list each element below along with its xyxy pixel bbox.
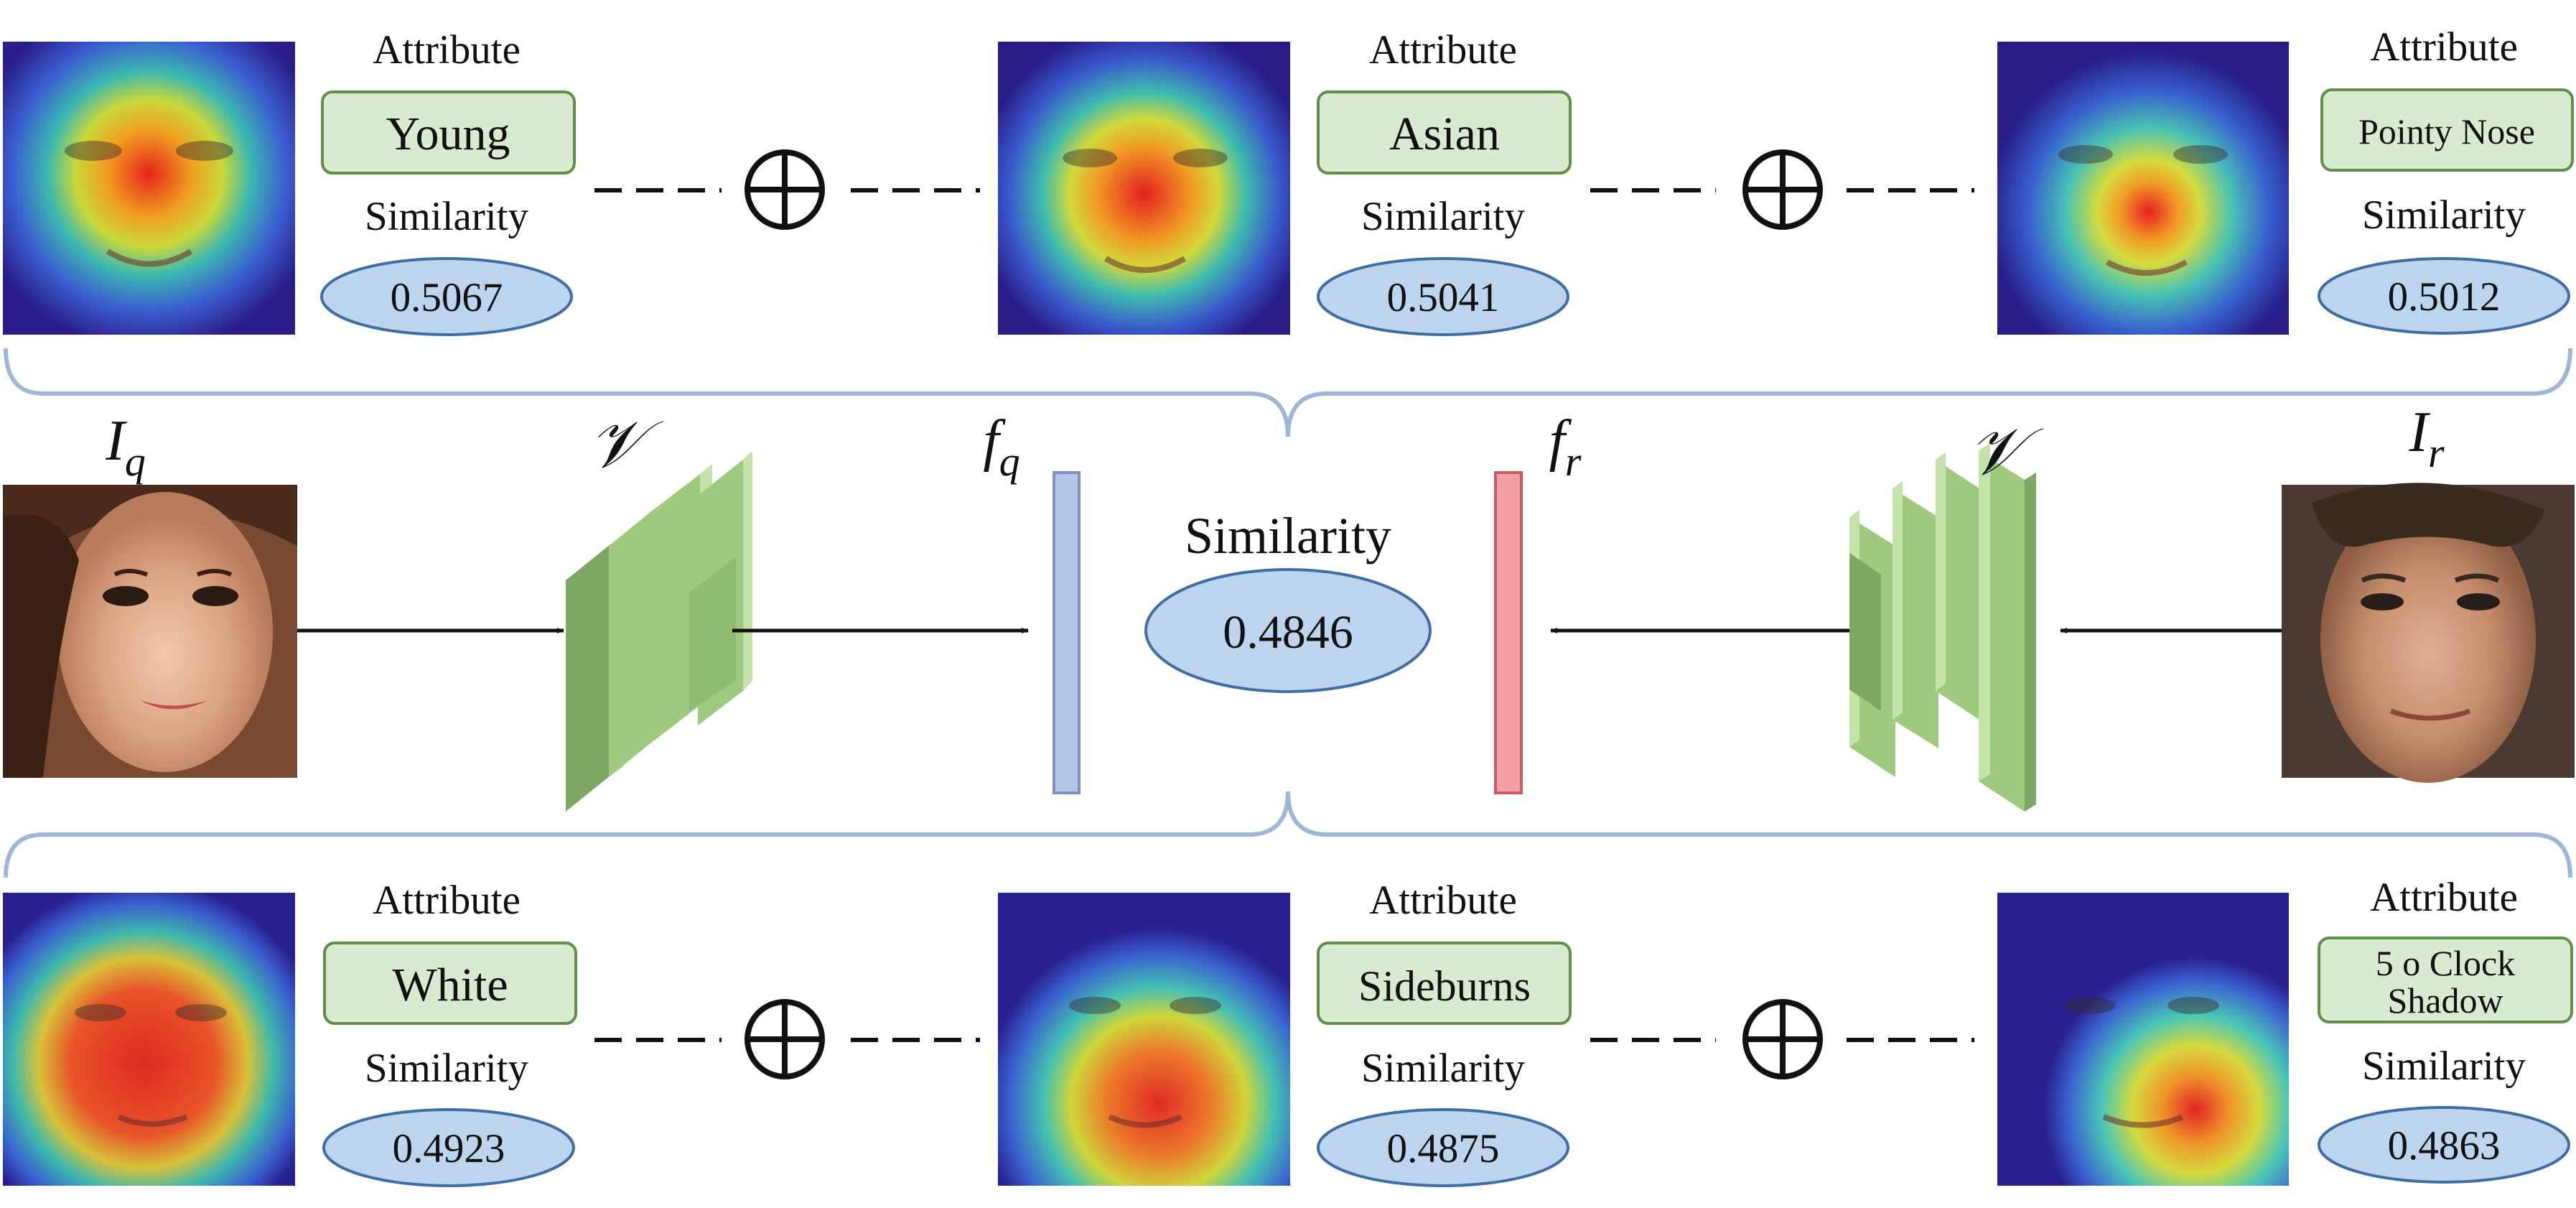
attribute-label: Attribute (2370, 24, 2518, 70)
attribute-label: Attribute (373, 878, 521, 923)
heatmap-young (3, 42, 295, 335)
similarity-label: Similarity (365, 194, 529, 239)
similarity-label: Similarity (1361, 1046, 1526, 1091)
heatmap-pointy-nose (1997, 42, 2289, 335)
reference-feature-vector (1494, 471, 1523, 794)
attribute-value: Young (386, 108, 510, 160)
similarity-value: 0.5067 (391, 275, 503, 320)
attribute-value-line2: Shadow (2387, 980, 2503, 1021)
oplus-icon (745, 999, 825, 1079)
heatmap-asian (998, 42, 1290, 335)
oplus-icon (1742, 149, 1823, 230)
center-similarity-ellipse (1144, 568, 1432, 693)
query-feature-vector (1053, 471, 1081, 794)
similarity-value: 0.4923 (393, 1126, 505, 1171)
similarity-label: Similarity (2362, 1044, 2526, 1089)
top-row: Attribute Young Similarity 0.5067 Attrib… (3, 24, 2574, 336)
middle-row: Iq 𝒱 fq (3, 401, 2575, 812)
query-face-photo (3, 485, 297, 778)
encoder-left-label: 𝒱 (589, 408, 664, 481)
attribute-value: Pointy Nose (2358, 111, 2535, 152)
attribute-box-5-o-clock-shadow: Attribute 5 o Clock Shadow Similarity 0.… (2318, 875, 2573, 1184)
reference-face-photo (2282, 483, 2575, 783)
similarity-value: 0.5041 (1387, 275, 1500, 320)
similarity-label: Similarity (1361, 194, 1526, 239)
attribute-box-young: Attribute Young Similarity 0.5067 (320, 27, 576, 336)
heatmap-5-o-clock-shadow (1997, 893, 2289, 1186)
attribute-label: Attribute (2370, 875, 2518, 920)
attribute-value: Asian (1389, 108, 1500, 160)
attribute-value: Sideburns (1358, 962, 1531, 1010)
bottom-brace (4, 791, 2572, 878)
attribute-label: Attribute (1369, 878, 1517, 923)
heatmap-sideburns (998, 893, 1290, 1186)
query-image-label: Iq (105, 409, 146, 485)
center-similarity-value: 0.4846 (1223, 606, 1353, 659)
center-similarity-label: Similarity (1185, 507, 1391, 564)
attribute-value-line1: 5 o Clock (2376, 943, 2515, 983)
reference-feature-label: fr (1549, 409, 1582, 485)
attribute-label: Attribute (373, 27, 521, 73)
similarity-value: 0.4875 (1387, 1126, 1500, 1171)
attribute-label: Attribute (1369, 27, 1517, 73)
query-feature-label: fq (983, 409, 1019, 485)
top-brace (4, 348, 2572, 437)
similarity-value: 0.4863 (2388, 1123, 2501, 1168)
attribute-box-asian: Attribute Asian Similarity 0.5041 (1317, 27, 1572, 336)
attribute-box-white: Attribute White Similarity 0.4923 (322, 878, 577, 1187)
oplus-icon (1742, 999, 1823, 1079)
similarity-label: Similarity (2362, 192, 2526, 238)
encoder-right-icon (1849, 442, 2036, 812)
attribute-value: White (392, 959, 508, 1011)
bottom-row: Attribute White Similarity 0.4923 Attrib… (3, 875, 2573, 1187)
attribute-box-pointy-nose: Attribute Pointy Nose Similarity 0.5012 (2318, 24, 2574, 335)
similarity-label: Similarity (365, 1046, 529, 1091)
attribute-box-sideburns: Attribute Sideburns Similarity 0.4875 (1317, 878, 1572, 1187)
oplus-icon (745, 149, 825, 230)
similarity-value: 0.5012 (2388, 274, 2501, 320)
heatmap-white (3, 893, 295, 1186)
encoder-left-icon (566, 451, 752, 812)
reference-image-label: Ir (2408, 401, 2445, 476)
